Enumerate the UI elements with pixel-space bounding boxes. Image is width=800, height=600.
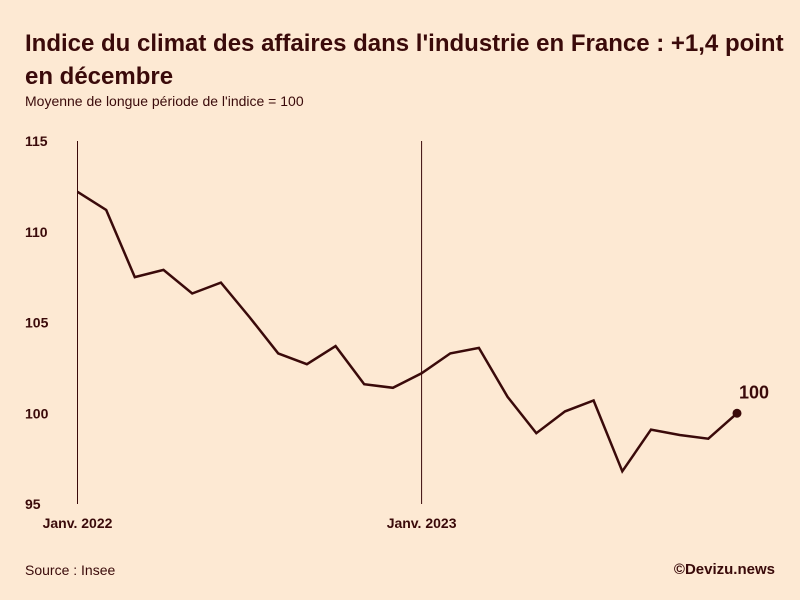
- y-tick-label: 100: [25, 405, 49, 421]
- y-tick-label: 105: [25, 315, 49, 331]
- last-point-marker: [732, 408, 742, 418]
- x-tick-label: Janv. 2022: [43, 515, 113, 531]
- x-axis-markers: Janv. 2022 Janv. 2023: [43, 141, 457, 531]
- x-tick-label: Janv. 2023: [387, 515, 457, 531]
- source-note: Source : Insee: [25, 562, 116, 578]
- chart-subtitle: Moyenne de longue période de l'indice = …: [25, 93, 304, 109]
- y-tick-label: 95: [25, 496, 41, 512]
- y-tick-label: 115: [25, 133, 48, 149]
- credit-link[interactable]: ©Devizu.news: [673, 561, 775, 578]
- series-line: [76, 190, 738, 474]
- y-tick-label: 110: [25, 224, 48, 240]
- chart-title: Indice du climat des affaires dans l'ind…: [25, 30, 784, 90]
- last-value-label: 100: [739, 382, 769, 402]
- series-layer: 100: [76, 190, 769, 474]
- y-axis-ticks: 95 100 105 110 115: [25, 133, 49, 512]
